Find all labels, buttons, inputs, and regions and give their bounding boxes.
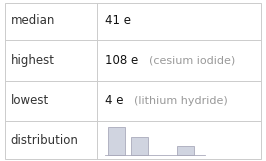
Text: 41 e: 41 e bbox=[105, 14, 131, 27]
Bar bbox=[108, 127, 125, 155]
Text: distribution: distribution bbox=[11, 134, 78, 147]
Text: highest: highest bbox=[11, 54, 55, 67]
Text: lowest: lowest bbox=[11, 94, 49, 107]
Text: 108 e: 108 e bbox=[105, 54, 138, 67]
Text: (cesium iodide): (cesium iodide) bbox=[142, 55, 236, 65]
Text: median: median bbox=[11, 14, 55, 27]
Text: (lithium hydride): (lithium hydride) bbox=[127, 96, 228, 106]
Bar bbox=[177, 146, 194, 155]
Bar bbox=[131, 137, 148, 155]
Text: 4 e: 4 e bbox=[105, 94, 124, 107]
